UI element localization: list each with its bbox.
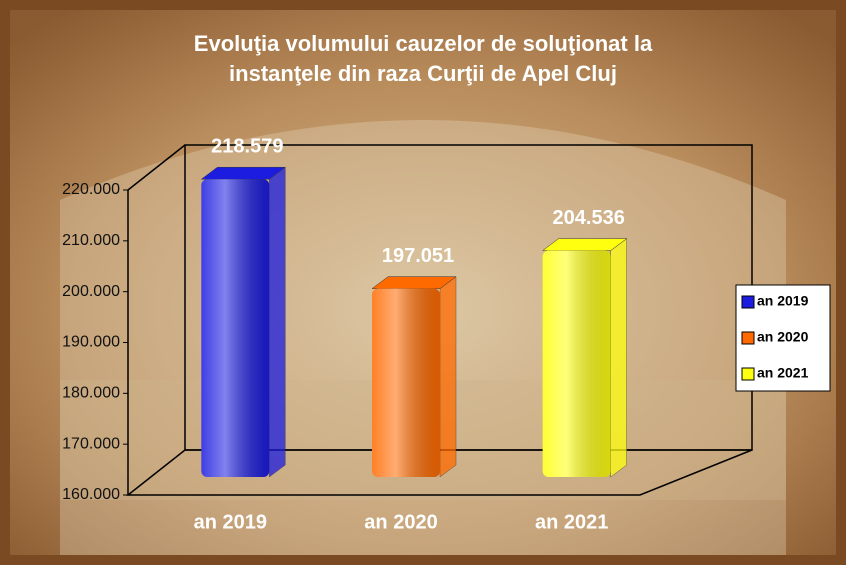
value-label: 197.051 (382, 245, 454, 267)
legend-label: an 2021 (757, 365, 809, 381)
legend-label: an 2019 (757, 293, 809, 309)
chart-title: Evoluţia volumului cauzelor de soluţiona… (194, 31, 653, 56)
legend-items: an 2019 an 2020 an 2021 (742, 293, 809, 381)
chart-title: instanţele din raza Curţii de Apel Cluj (229, 61, 617, 86)
legend-swatch (742, 368, 754, 380)
bar-shine (543, 251, 611, 477)
bar-shine (201, 179, 269, 477)
legend-label: an 2020 (757, 329, 809, 345)
bar-side (269, 167, 285, 477)
legend-swatch (742, 332, 754, 344)
bar-side (440, 277, 456, 477)
y-tick-label: 220.000 (62, 181, 120, 198)
y-tick-label: 160.000 (62, 486, 120, 503)
x-tick-label: an 2020 (364, 511, 437, 533)
y-tick-label: 170.000 (62, 435, 120, 452)
value-label: 218.579 (211, 136, 283, 158)
legend-swatch (742, 296, 754, 308)
y-tick-label: 210.000 (62, 232, 120, 249)
bar-side (611, 239, 627, 477)
y-tick-label: 200.000 (62, 283, 120, 300)
y-tick-label: 180.000 (62, 385, 120, 402)
value-label: 204.536 (553, 207, 625, 229)
x-tick-label: an 2019 (194, 511, 267, 533)
x-tick-label: an 2021 (535, 511, 608, 533)
y-tick-label: 190.000 (62, 334, 120, 351)
bar-shine (372, 289, 440, 477)
chart: Evoluţia volumului cauzelor de soluţiona… (0, 0, 846, 565)
